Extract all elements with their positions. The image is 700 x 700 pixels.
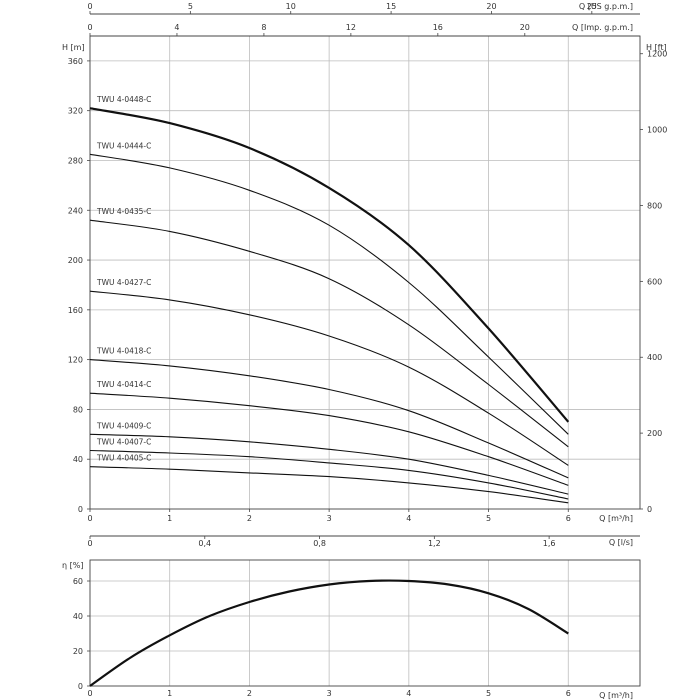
y-tick-label: 320	[68, 107, 83, 116]
top-axis-us-gpm-label: Q [US g.p.m.]	[579, 2, 633, 11]
curve-label: TWU 4-0418-C	[96, 347, 151, 356]
head-curve	[89, 392, 569, 486]
x-tick-label: 2	[247, 514, 252, 523]
x-tick-label: 0	[87, 514, 92, 523]
head-curve	[89, 107, 570, 423]
ls-tick-label: 1,2	[428, 539, 441, 548]
y-tick-label: 80	[73, 405, 83, 414]
x-tick-label: 4	[406, 514, 411, 523]
top-tick-label: 10	[286, 2, 296, 11]
y-tick-label: 160	[68, 306, 83, 315]
y-tick-label: 280	[68, 156, 83, 165]
eff-x-tick-label: 5	[486, 689, 491, 698]
x-axis-label-m3h: Q [m³/h]	[599, 514, 633, 523]
top-axis-us-gpm: 0 5 10 15 20 25	[87, 2, 640, 15]
x-tick-label: 1	[167, 514, 172, 523]
y-axis-label-head-m: H [m]	[62, 43, 85, 52]
y-tick-label: 360	[68, 57, 83, 66]
efficiency-chart-grid	[90, 560, 640, 686]
top-tick-label: 12	[346, 23, 356, 32]
top-axis-imp-gpm-label: Q [Imp. g.p.m.]	[572, 23, 633, 32]
head-curve-labels: TWU 4-0448-C TWU 4-0444-C TWU 4-0435-C TWU …	[96, 95, 151, 462]
y-axis-label-head-ft: H [ft]	[646, 43, 667, 52]
top-tick-label: 4	[174, 23, 179, 32]
eff-y-tick-label: 60	[73, 577, 83, 586]
top-tick-label: 0	[87, 23, 92, 32]
y-tick-label: 200	[68, 256, 83, 265]
eff-x-tick-label: 6	[566, 689, 571, 698]
efficiency-chart-frame	[89, 559, 641, 687]
y-right-tick-label: 1200	[647, 50, 667, 59]
ls-tick-label: 1,6	[543, 539, 556, 548]
head-curves	[89, 107, 570, 504]
efficiency-curves	[89, 579, 569, 687]
head-curve	[89, 219, 569, 448]
efficiency-left-axis: 0 20 40 60	[73, 577, 90, 691]
x-tick-label: 6	[566, 514, 571, 523]
head-curve	[89, 433, 569, 495]
top-tick-label: 20	[486, 2, 496, 11]
y-tick-label: 120	[68, 356, 83, 365]
y-right-tick-label: 1000	[647, 126, 667, 135]
curve-label: TWU 4-0448-C	[96, 95, 151, 104]
y-right-tick-label: 0	[647, 505, 652, 514]
curve-label: TWU 4-0409-C	[96, 421, 151, 430]
y-right-tick-label: 400	[647, 353, 662, 362]
curve-label: TWU 4-0444-C	[96, 141, 151, 150]
eff-y-tick-label: 0	[78, 682, 83, 691]
top-axis-imp-gpm: 0 4 8 12 16 20	[87, 23, 640, 37]
top-tick-label: 5	[188, 2, 193, 11]
eff-x-tick-label: 4	[406, 689, 411, 698]
left-axis-head-m: 0 40 80 120 160 200 240 280 320 360	[68, 57, 90, 514]
top-tick-label: 8	[261, 23, 266, 32]
y-right-tick-label: 600	[647, 277, 662, 286]
head-curve	[89, 153, 569, 435]
axis-flow-ls-ticks: 0 0,4 0,8 1,2 1,6	[87, 536, 555, 548]
ls-tick-label: 0,4	[198, 539, 211, 548]
eff-x-tick-label: 1	[167, 689, 172, 698]
top-tick-label: 25	[587, 2, 597, 11]
curve-label: TWU 4-0414-C	[96, 380, 151, 389]
y-tick-label: 240	[68, 206, 83, 215]
right-axis-head-ft: 0 200 400 600 800 1000 1200	[640, 50, 667, 514]
y-right-tick-label: 800	[647, 201, 662, 210]
curve-label: TWU 4-0407-C	[96, 437, 151, 446]
efficiency-chart: 0 20 40 60 0 1 2 3 4 5 6 η [%] Q [m³/h]	[62, 559, 641, 700]
efficiency-curve	[89, 579, 569, 687]
eff-x-tick-label: 0	[87, 689, 92, 698]
head-chart-grid	[90, 36, 640, 509]
ls-tick-label: 0,8	[313, 539, 326, 548]
curve-label: TWU 4-0427-C	[96, 278, 151, 287]
y-tick-label: 40	[73, 455, 83, 464]
top-tick-label: 15	[386, 2, 396, 11]
eff-x-tick-label: 3	[327, 689, 332, 698]
head-curve	[89, 290, 569, 466]
y-tick-label: 0	[78, 505, 83, 514]
head-curve	[89, 449, 569, 500]
eff-y-tick-label: 40	[73, 612, 83, 621]
axis-flow-ls-label: Q [l/s]	[609, 538, 633, 547]
ls-tick-label: 0	[87, 539, 92, 548]
x-tick-label: 3	[327, 514, 332, 523]
head-curve	[89, 359, 569, 479]
top-tick-label: 0	[87, 2, 92, 11]
efficiency-x-axis-label: Q [m³/h]	[599, 691, 633, 700]
eff-x-tick-label: 2	[247, 689, 252, 698]
bottom-axis-flow-m3h: 0 1 2 3 4 5 6	[87, 509, 571, 523]
eff-y-tick-label: 20	[73, 647, 83, 656]
efficiency-bottom-axis: 0 1 2 3 4 5 6	[87, 689, 570, 698]
head-curve	[89, 466, 569, 504]
top-tick-label: 16	[433, 23, 443, 32]
axis-flow-ls: 0 0,4 0,8 1,2 1,6 Q [l/s]	[87, 535, 640, 548]
head-chart: 0 5 10 15 20 25 0 4 8 12 16 20 0408012016020024028…	[62, 2, 667, 523]
x-tick-label: 5	[486, 514, 491, 523]
curve-label: TWU 4-0435-C	[96, 207, 151, 216]
top-tick-label: 20	[520, 23, 530, 32]
efficiency-y-axis-label: η [%]	[62, 561, 83, 570]
curve-label: TWU 4-0405-C	[96, 454, 151, 463]
y-right-tick-label: 200	[647, 429, 662, 438]
